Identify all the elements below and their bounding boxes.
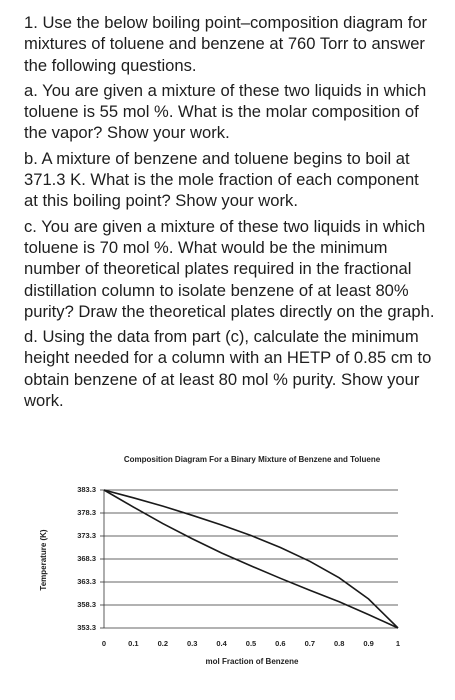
y-axis-label: Temperature (K) xyxy=(39,529,48,591)
question: b. A mixture of benzene and toluene begi… xyxy=(24,148,419,211)
question: 1. Use the below boiling point–compositi… xyxy=(24,13,428,75)
x-tick-label: 0.6 xyxy=(275,639,285,648)
y-tick-label: 358.3 xyxy=(77,600,96,609)
chart: Composition Diagram For a Binary Mixture… xyxy=(39,455,400,666)
y-tick-label: 368.3 xyxy=(77,554,96,563)
x-tick-label: 0.7 xyxy=(305,639,315,648)
y-tick-label: 363.3 xyxy=(77,577,96,586)
x-tick-label: 0.3 xyxy=(187,639,197,648)
x-tick-label: 0.8 xyxy=(334,639,344,648)
curve xyxy=(103,489,399,629)
questions: 1. Use the below boiling point–compositi… xyxy=(24,12,436,415)
question: d. Using the data from part (c), calcula… xyxy=(24,327,432,411)
y-tick-label: 378.3 xyxy=(77,508,96,517)
x-tick-label: 0.1 xyxy=(128,639,138,648)
chart-title: Composition Diagram For a Binary Mixture… xyxy=(124,455,381,464)
x-tick-label: 0 xyxy=(102,639,106,648)
curve xyxy=(103,489,399,629)
y-tick-label: 353.3 xyxy=(77,623,96,632)
question: a. You are given a mixture of these two … xyxy=(24,80,427,143)
y-tick-label: 383.3 xyxy=(77,485,96,494)
y-tick-label: 373.3 xyxy=(77,531,96,540)
x-tick-label: 0.2 xyxy=(158,639,168,648)
x-tick-label: 0.4 xyxy=(216,639,227,648)
x-tick-label: 1 xyxy=(396,639,400,648)
question: c. You are given a mixture of these two … xyxy=(24,216,435,321)
x-tick-label: 0.9 xyxy=(363,639,373,648)
x-axis-label: mol Fraction of Benzene xyxy=(206,657,299,666)
x-tick-label: 0.5 xyxy=(246,639,256,648)
